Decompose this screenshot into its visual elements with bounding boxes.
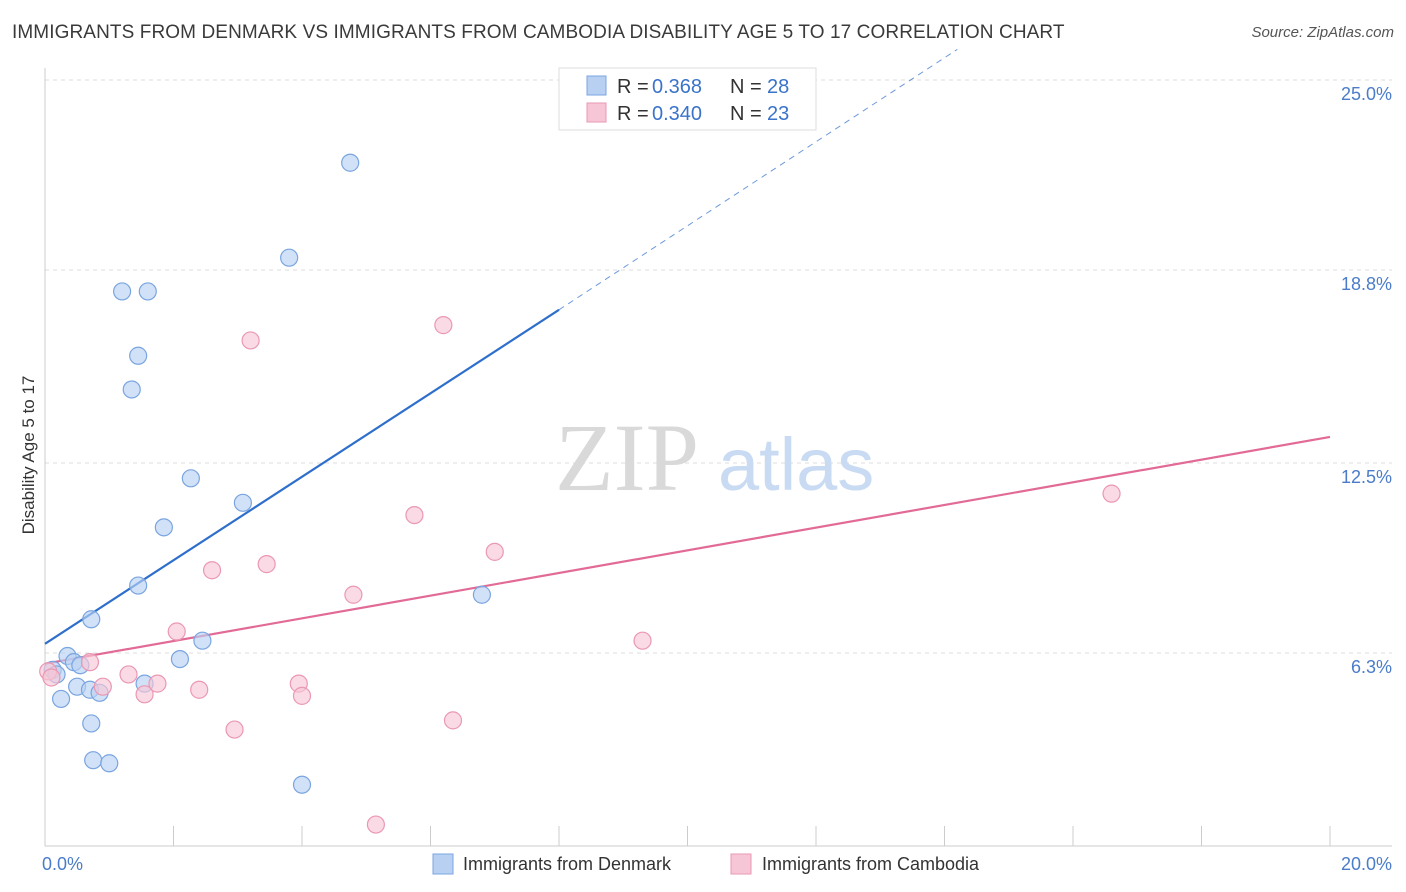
legend-n-label-cambodia: N = — [730, 103, 762, 125]
bottom-legend-label-cambodia: Immigrants from Cambodia — [762, 854, 980, 874]
cambodia-point — [366, 815, 385, 834]
tick-label-layer: 6.3% 12.5% 18.8% 25.0% 0.0% 20.0% — [42, 84, 1392, 874]
bottom-legend-swatch-denmark — [432, 853, 454, 875]
legend-r-label-cambodia: R = — [617, 103, 649, 125]
y-tick-label: 25.0% — [1341, 84, 1392, 104]
denmark-point — [51, 689, 71, 709]
cambodia-point — [42, 668, 61, 687]
denmark-point — [181, 469, 200, 488]
denmark-point — [193, 631, 212, 650]
denmark-point — [82, 610, 101, 629]
y-axis-title: Disability Age 5 to 17 — [19, 376, 38, 535]
cambodia-point — [93, 677, 112, 696]
cambodia-point — [292, 686, 312, 705]
y-tick-label: 12.5% — [1341, 467, 1392, 487]
cambodia-point — [119, 665, 138, 684]
watermark-atlas: atlas — [718, 423, 874, 506]
chart-source: Source: ZipAtlas.com — [1251, 24, 1394, 41]
cambodia-point — [225, 720, 244, 739]
trend-layer — [44, 48, 1331, 665]
cambodia-point — [167, 622, 186, 641]
denmark-point — [129, 346, 148, 365]
denmark-point — [82, 714, 101, 733]
denmark-point — [138, 282, 157, 301]
points-layer — [39, 153, 1121, 834]
axis-layer — [44, 68, 1392, 847]
x-tick-label: 0.0% — [42, 854, 83, 874]
cambodia-point — [257, 555, 276, 574]
cambodia-point — [241, 331, 260, 350]
cambodia-point — [80, 653, 100, 672]
legend-n-value-denmark: 28 — [767, 76, 789, 98]
cambodia-point — [405, 505, 424, 525]
denmark-point — [292, 775, 312, 794]
cambodia-point — [190, 680, 209, 699]
cambodia-point — [443, 711, 463, 730]
legend-box: R = 0.368 N = 28 R = 0.340 N = 23 — [558, 67, 817, 131]
watermark: ZIP atlas — [555, 404, 874, 511]
cambodia-point — [148, 674, 167, 693]
legend-n-value-cambodia: 23 — [767, 103, 789, 125]
cambodia-point — [434, 316, 453, 335]
legend-r-value-denmark: 0.368 — [652, 76, 702, 98]
trend-line-cambodia — [44, 435, 1331, 665]
denmark-point — [100, 754, 119, 773]
denmark-point — [154, 518, 173, 537]
legend-swatch-denmark — [586, 75, 607, 96]
cambodia-point — [485, 542, 504, 561]
cambodia-point — [344, 585, 363, 604]
denmark-point — [129, 576, 148, 595]
cambodia-point — [202, 561, 222, 580]
denmark-point — [170, 649, 190, 669]
legend-r-value-cambodia: 0.340 — [652, 103, 702, 125]
bottom-legend-label-denmark: Immigrants from Denmark — [463, 854, 672, 874]
trend-line-denmark-extension — [558, 48, 958, 311]
denmark-point — [341, 153, 360, 172]
denmark-point — [233, 493, 252, 512]
grid-layer — [45, 79, 1392, 654]
denmark-point — [280, 248, 299, 267]
y-tick-label: 6.3% — [1351, 657, 1392, 677]
bottom-legend-swatch-cambodia — [730, 853, 752, 875]
y-tick-label: 18.8% — [1341, 274, 1392, 294]
cambodia-point — [135, 685, 154, 704]
bottom-legend: Immigrants from Denmark Immigrants from … — [432, 853, 980, 875]
cambodia-point — [1102, 484, 1121, 503]
legend-r-label-denmark: R = — [617, 76, 649, 98]
denmark-point — [84, 751, 103, 770]
watermark-zip: ZIP — [555, 404, 699, 511]
denmark-point — [112, 282, 132, 301]
denmark-point — [122, 380, 141, 399]
x-tick-label: 20.0% — [1341, 854, 1392, 874]
cambodia-point — [633, 631, 652, 650]
denmark-point — [472, 585, 491, 604]
legend-swatch-cambodia — [586, 102, 607, 123]
legend-n-label-denmark: N = — [730, 76, 762, 98]
chart-title: IMMIGRANTS FROM DENMARK VS IMMIGRANTS FR… — [12, 22, 1065, 43]
